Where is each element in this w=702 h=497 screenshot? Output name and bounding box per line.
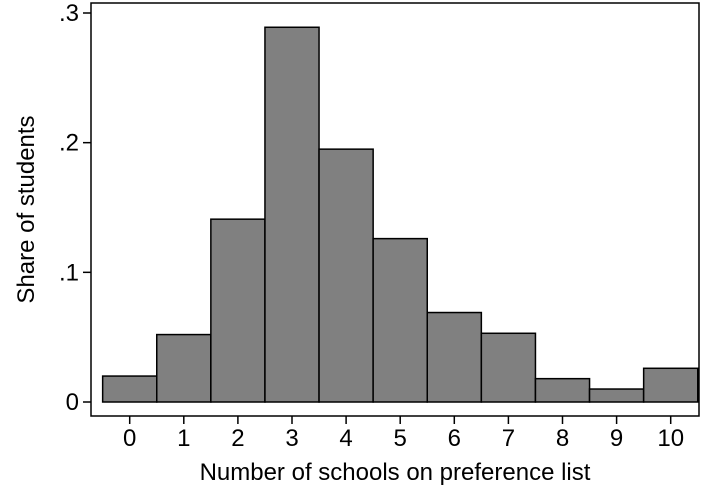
bars-layer: [101, 26, 699, 403]
x-tick-label: 5: [394, 425, 407, 452]
bar-10: [642, 367, 699, 403]
bar-3: [264, 26, 320, 403]
bar-6: [426, 311, 483, 403]
y-tick-label: .1: [59, 259, 79, 286]
y-tick-label: 0: [66, 389, 79, 416]
bar-8: [534, 377, 591, 403]
x-tick-label: 0: [123, 425, 136, 452]
plot-frame: [90, 2, 700, 417]
y-axis-title: Share of students: [13, 115, 40, 303]
bar-1: [156, 333, 212, 403]
bar-2: [210, 218, 266, 403]
x-tick-label: 9: [610, 425, 623, 452]
x-tick-label: 1: [177, 425, 190, 452]
y-tick-label: .3: [59, 0, 79, 27]
x-tick-label: 4: [339, 425, 352, 452]
bar-4: [318, 148, 374, 403]
bar-0: [101, 375, 158, 403]
bar-9: [588, 388, 645, 403]
y-tick-label: .2: [59, 130, 79, 157]
bar-7: [480, 332, 537, 403]
x-tick-label: 8: [556, 425, 569, 452]
x-tick-label: 3: [285, 425, 298, 452]
x-tick-label: 10: [657, 425, 684, 452]
y-axis: 0 .1 .2 .3: [59, 0, 91, 416]
bar-5: [372, 237, 428, 403]
x-axis: 0 1 2 3 4 5 6 7 8 9 10: [123, 416, 684, 452]
x-tick-label: 2: [231, 425, 244, 452]
x-tick-label: 7: [502, 425, 515, 452]
x-tick-label: 6: [448, 425, 461, 452]
x-axis-title: Number of schools on preference list: [200, 459, 591, 486]
